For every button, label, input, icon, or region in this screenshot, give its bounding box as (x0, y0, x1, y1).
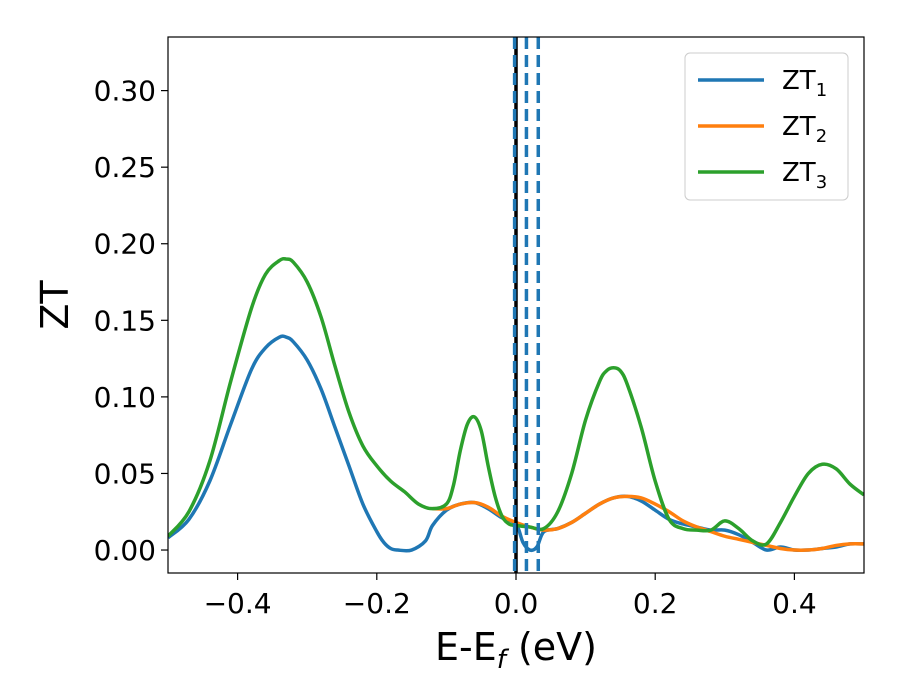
legend-label-zt2: ZT2 (782, 112, 827, 147)
x-tick-label: −0.2 (343, 587, 411, 620)
y-tick-label: 0.10 (94, 381, 156, 414)
y-tick-label: 0.25 (94, 151, 156, 184)
legend: ZT1 ZT2 ZT3 (684, 52, 849, 201)
x-tick-label: 0.0 (494, 587, 539, 620)
x-tick-label: 0.2 (633, 587, 678, 620)
x-ticks: −0.4 −0.2 0.0 0.2 0.4 (204, 573, 817, 620)
x-axis-label: E-Ef (eV) (435, 625, 597, 675)
y-tick-label: 0.00 (94, 534, 156, 567)
y-tick-label: 0.15 (94, 304, 156, 337)
legend-label-zt3: ZT3 (782, 158, 827, 193)
series-line-zt3 (168, 257, 864, 547)
vertical-line-layer (512, 37, 541, 573)
legend-label-zt1: ZT1 (782, 66, 827, 101)
x-axis-label-main: E-E (435, 625, 497, 669)
x-tick-label: −0.4 (204, 587, 272, 620)
series-layer (168, 257, 864, 553)
y-axis-label: ZT (33, 280, 77, 330)
legend-entries: ZT1 ZT2 ZT3 (698, 66, 827, 193)
y-tick-label: 0.30 (94, 75, 156, 108)
x-axis-label-unit: (eV) (506, 625, 597, 669)
y-tick-label: 0.05 (94, 457, 156, 490)
y-tick-label: 0.20 (94, 228, 156, 261)
series-line-zt1 (168, 334, 864, 553)
legend-box (684, 52, 849, 201)
y-ticks: 0.00 0.05 0.10 0.15 0.20 0.25 0.30 (94, 75, 168, 567)
x-tick-label: 0.4 (772, 587, 817, 620)
